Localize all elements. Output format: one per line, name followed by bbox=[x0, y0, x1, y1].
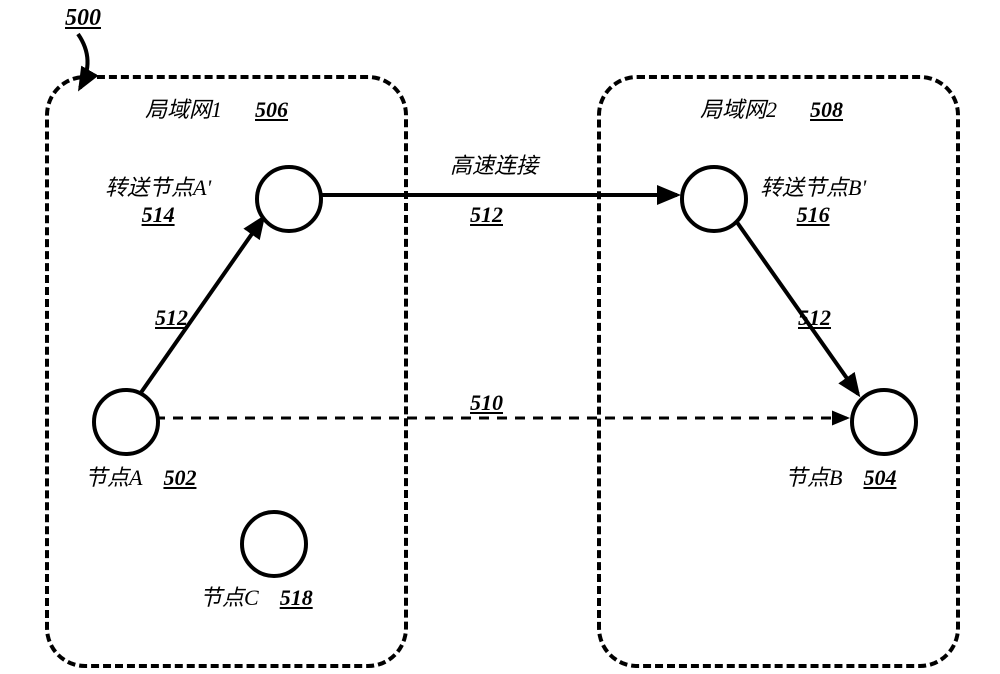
lan2-title: 局域网2 508 bbox=[700, 92, 843, 124]
figure-number: 500 bbox=[65, 5, 101, 32]
edge-a-b-ref: 510 bbox=[470, 390, 503, 416]
edge-a-aprime-ref: 512 bbox=[155, 305, 188, 331]
node-b-prime-ref: 516 bbox=[760, 202, 866, 228]
node-c-text: 节点C bbox=[200, 585, 259, 610]
node-b-label: 节点B 504 bbox=[785, 460, 896, 492]
edge-aprime-bprime-label: 高速连接 bbox=[450, 148, 538, 180]
node-c-ref: 518 bbox=[280, 585, 313, 610]
lan1-title-text: 局域网1 bbox=[145, 97, 222, 122]
node-a bbox=[92, 388, 160, 456]
node-a-ref: 502 bbox=[163, 465, 196, 490]
node-a-text: 节点A bbox=[85, 465, 142, 490]
node-b-prime-text: 转送节点B' bbox=[760, 170, 866, 202]
lan2-title-text: 局域网2 bbox=[700, 97, 777, 122]
node-a-label: 节点A 502 bbox=[85, 460, 196, 492]
node-a-prime-label: 转送节点A' 514 bbox=[105, 170, 211, 228]
lan1-ref: 506 bbox=[255, 97, 288, 122]
lan1-title: 局域网1 506 bbox=[145, 92, 288, 124]
diagram-canvas: 500 局域网1 506 局域网2 508 bbox=[0, 0, 1000, 674]
lan2-ref: 508 bbox=[810, 97, 843, 122]
node-c-label: 节点C 518 bbox=[200, 580, 313, 612]
node-b-prime-label: 转送节点B' 516 bbox=[760, 170, 866, 228]
edge-aprime-bprime-ref: 512 bbox=[470, 202, 503, 228]
node-b-text: 节点B bbox=[785, 465, 842, 490]
node-a-prime-text: 转送节点A' bbox=[105, 170, 211, 202]
node-b bbox=[850, 388, 918, 456]
node-c bbox=[240, 510, 308, 578]
node-a-prime bbox=[255, 165, 323, 233]
edge-bprime-b-ref: 512 bbox=[798, 305, 831, 331]
node-b-ref: 504 bbox=[863, 465, 896, 490]
lan2-box bbox=[597, 75, 960, 668]
node-a-prime-ref: 514 bbox=[105, 202, 211, 228]
node-b-prime bbox=[680, 165, 748, 233]
